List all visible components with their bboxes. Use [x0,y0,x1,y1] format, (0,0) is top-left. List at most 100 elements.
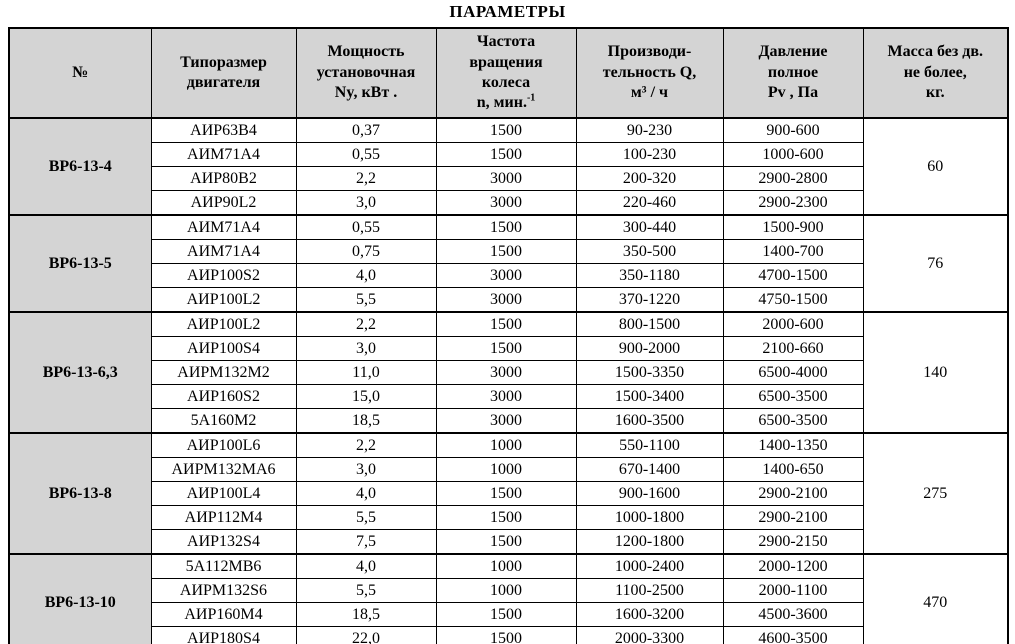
cell-pressure: 4700-1500 [722,263,864,288]
cell-mass: 76 [862,214,1009,313]
cell-motor-type: АИРМ132М2 [150,360,297,385]
cell-speed: 1500 [435,602,577,627]
cell-motor-type: АИР100L2 [150,311,297,337]
cell-motor-type: АИР63В4 [150,117,297,143]
cell-motor-type: АИР160S2 [150,384,297,409]
table-row: 5А160М2 18,5 3000 1600-3500 6500-3500 [9,408,1008,434]
cell-speed: 1500 [435,311,577,337]
table-row: ВР6-13-8 АИР100L6 2,2 1000 550-1100 1400-1350… [8,432,1009,555]
cell-motor-type: АИМ71А4 [150,239,297,264]
cell-pressure: 2100-660 [722,336,864,361]
page-title: ПАРАМЕТРЫ [449,2,566,21]
cell-power: 5,5 [295,287,437,313]
cell-capacity: 1000-2400 [575,553,724,579]
cell-power: 4,0 [295,553,437,579]
cell-capacity: 350-1180 [575,263,724,288]
superscript-minus-one: -1 [526,93,536,105]
cell-speed: 1500 [435,239,577,264]
cell-speed: 1000 [435,432,577,458]
cell-power: 11,0 [295,360,437,385]
cell-speed: 3000 [435,263,577,288]
cell-speed: 1500 [435,505,577,530]
cell-speed: 1000 [435,553,577,579]
cell-pressure: 2000-600 [722,311,864,337]
cell-power: 0,55 [295,214,437,240]
group-label: ВР6-13-5 [8,214,152,313]
cell-capacity: 2000-3300 [575,626,724,644]
table-row: АИРМ132М2 11,0 3000 1500-3350 6500-4000 [9,360,1008,385]
cell-motor-type: АИР100L2 [150,287,297,313]
cell-power: 2,2 [295,166,437,191]
cell-motor-type: АИР100S2 [150,263,297,288]
table-header-row: № Типоразмер двигателя Мощность установо… [8,27,1009,119]
cell-capacity: 300-440 [575,214,724,240]
table-row: АИР160М4 18,5 1500 1600-3200 4500-3600 [9,602,1008,627]
parameters-table: № Типоразмер двигателя Мощность установо… [8,27,1009,644]
cell-capacity: 370-1220 [575,287,724,313]
table-group: ВР6-13-8 АИР100L6 2,2 1000 550-1100 1400-1350… [8,432,1009,555]
cell-capacity: 900-1600 [575,481,724,506]
cell-power: 3,0 [295,457,437,482]
cell-capacity: 1600-3500 [575,408,724,434]
cell-power: 3,0 [295,190,437,216]
cell-speed: 1500 [435,117,577,143]
cell-pressure: 2900-2150 [722,529,864,555]
cell-pressure: 2000-1100 [722,578,864,603]
cell-speed: 3000 [435,190,577,216]
cell-power: 4,0 [295,263,437,288]
cell-power: 3,0 [295,336,437,361]
cell-capacity: 1200-1800 [575,529,724,555]
cell-capacity: 350-500 [575,239,724,264]
cell-pressure: 2900-2300 [722,190,864,216]
cell-speed: 1500 [435,481,577,506]
cell-motor-type: 5А160М2 [150,408,297,434]
group-label: ВР6-13-4 [8,117,152,216]
cell-capacity: 800-1500 [575,311,724,337]
table-group: ВР6-13-10 5А112МВ6 4,0 1000 1000-2400 2000-12… [8,553,1009,644]
cell-power: 22,0 [295,626,437,644]
table-row: АИР80В2 2,2 3000 200-320 2900-2800 [9,166,1008,191]
cell-motor-type: АИР100S4 [150,336,297,361]
cell-speed: 1500 [435,529,577,555]
cell-motor-type: АИМ71А4 [150,142,297,167]
cell-pressure: 900-600 [722,117,864,143]
table-row: ВР6-13-5 АИМ71А4 0,55 1500 300-440 1500-900 76 [8,214,1009,313]
cell-capacity: 670-1400 [575,457,724,482]
table-group: ВР6-13-5 АИМ71А4 0,55 1500 300-440 1500-900 76… [8,214,1009,313]
cell-mass: 275 [862,432,1009,555]
cell-power: 5,5 [295,578,437,603]
cell-power: 2,2 [295,311,437,337]
table-row: АИР100L2 5,5 3000 370-1220 4750-1500 [9,287,1008,313]
table-row: АИР180S4 22,0 1500 2000-3300 4600-3500 [9,626,1008,644]
col-header-speed: Частота вращения колеса n, мин.-1 [435,27,577,119]
cell-pressure: 6500-3500 [722,408,864,434]
table-row: АИР100S2 4,0 3000 350-1180 4700-1500 [9,263,1008,288]
cell-power: 15,0 [295,384,437,409]
cell-speed: 1500 [435,142,577,167]
cell-pressure: 2900-2100 [722,481,864,506]
table-row: АИМ71А4 0,55 1500 100-230 1000-600 [9,142,1008,167]
col-header-speed-text: Частота вращения колеса n, мин. [469,33,543,112]
cell-motor-type: АИР90L2 [150,190,297,216]
cell-motor-type: АИР132S4 [150,529,297,555]
cell-pressure: 6500-3500 [722,384,864,409]
cell-mass: 140 [862,311,1009,434]
col-header-capacity: Производи- тельность Q, м³ / ч [575,27,724,119]
cell-power: 18,5 [295,408,437,434]
cell-power: 5,5 [295,505,437,530]
cell-motor-type: АИРМ132МА6 [150,457,297,482]
cell-pressure: 2000-1200 [722,553,864,579]
cell-pressure: 1400-650 [722,457,864,482]
cell-power: 0,55 [295,142,437,167]
cell-mass: 470 [862,553,1009,644]
cell-motor-type: АИМ71А4 [150,214,297,240]
table-row: АИР160S2 15,0 3000 1500-3400 6500-3500 [9,384,1008,409]
table-group: ВР6-13-6,3 АИР100L2 2,2 1500 800-1500 2000-60… [8,311,1009,434]
cell-pressure: 1400-700 [722,239,864,264]
col-header-motor-type: Типоразмер двигателя [150,27,297,119]
table-row: АИМ71А4 0,75 1500 350-500 1400-700 [9,239,1008,264]
cell-motor-type: АИР112М4 [150,505,297,530]
cell-speed: 1500 [435,336,577,361]
cell-pressure: 6500-4000 [722,360,864,385]
cell-speed: 1500 [435,214,577,240]
